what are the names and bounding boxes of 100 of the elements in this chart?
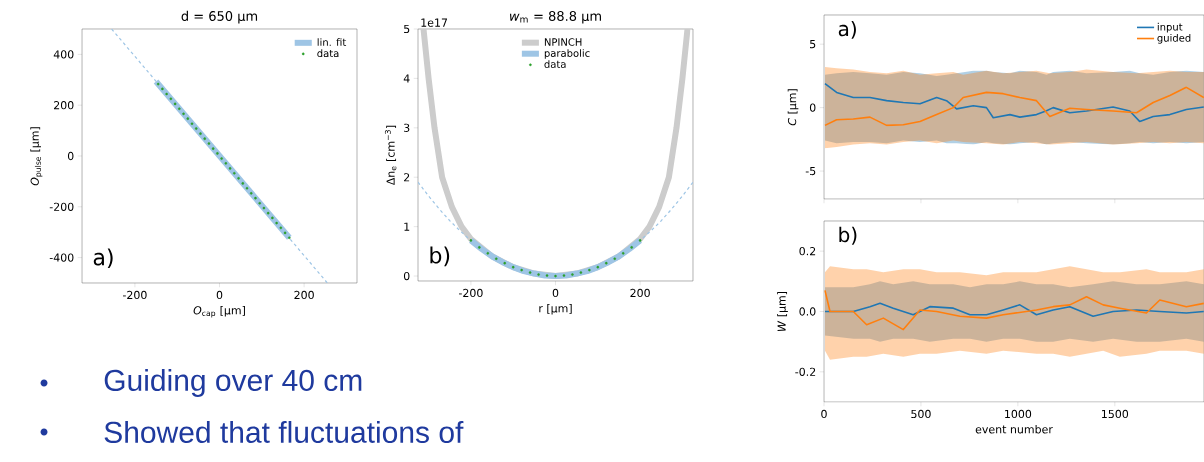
point (596, 265, 600, 269)
point (165, 92, 168, 96)
point (241, 182, 245, 185)
point (545, 274, 549, 277)
text: Showed that fluctuations of (104, 420, 464, 443)
y-tick-label: -400 (49, 253, 74, 262)
point (228, 167, 232, 170)
x-tick-label: 1000 (1005, 409, 1032, 419)
point (224, 162, 228, 165)
y-tick-label: 3 (404, 123, 410, 132)
chart-title: d = 650 µm (181, 10, 258, 24)
x-tick-label: 200 (294, 290, 314, 300)
y-tick-label: 0 (809, 103, 816, 112)
y-axis-title: O$_{pulse}$ [µm] (30, 127, 43, 186)
point (562, 274, 566, 277)
point (621, 252, 625, 255)
point (220, 157, 223, 160)
legend-label: NPINCH (544, 38, 582, 46)
point (275, 221, 278, 225)
point (190, 122, 194, 126)
text: Guiding over 40 cm (104, 369, 362, 397)
point (178, 107, 181, 111)
point (262, 206, 266, 210)
y-tick-label: 4 (403, 74, 410, 83)
y-tick-label: 400 (53, 50, 74, 59)
x-tick-label: -200 (458, 288, 483, 298)
x-axis-title: event number (975, 424, 1053, 434)
text: 1e17 (421, 18, 448, 27)
point (233, 171, 236, 175)
point (245, 186, 249, 190)
x-tick-label: 1500 (1102, 409, 1129, 419)
point (169, 97, 173, 101)
point (554, 274, 557, 278)
point (469, 239, 473, 242)
y-axis-title: C [µm] (787, 89, 799, 126)
x-tick-label: 0 (216, 290, 223, 300)
point (486, 252, 490, 255)
point (571, 273, 574, 276)
legend-label: parabolic (544, 49, 590, 59)
x-tick-label: -200 (122, 290, 147, 300)
y-tick-label: -5 (805, 166, 816, 176)
y-tick-label: 0.0 (799, 307, 816, 316)
point (520, 268, 523, 272)
y-tick-label: 2 (404, 173, 410, 182)
point (288, 236, 291, 240)
y-axis-title: Δn$_{e}$ [cm$^{−3}$] (384, 125, 397, 186)
x-tick-label: 500 (911, 409, 931, 419)
legend-label: lin. fit (317, 38, 347, 46)
x-tick-label: 0 (552, 288, 559, 298)
legend-label: data (544, 60, 566, 68)
point (528, 271, 532, 274)
legend-label: input (1157, 22, 1183, 33)
point (249, 192, 253, 195)
x-axis-title: r [µm] (539, 303, 572, 315)
point (638, 239, 642, 242)
point (266, 211, 270, 215)
y-tick-label: 0.2 (799, 247, 816, 256)
annotation: b) (839, 226, 857, 245)
point (182, 112, 185, 116)
y-tick-label: 0 (403, 271, 410, 281)
point (283, 231, 287, 235)
point (537, 273, 540, 276)
point (478, 246, 481, 249)
point (194, 127, 198, 130)
annotation: a) (838, 20, 856, 39)
point (271, 216, 274, 220)
legend-label: guided (1157, 33, 1191, 44)
y-tick-label: 5 (810, 40, 816, 49)
y-tick-label: 0 (67, 151, 74, 161)
y-tick-label: -200 (49, 202, 74, 211)
x-tick-label: 0 (821, 409, 827, 419)
point (588, 268, 591, 272)
line-series (824, 302, 1204, 318)
line-series (824, 289, 1204, 331)
chart-title: w$_{m}$ = 88.8 µm (510, 11, 601, 24)
y-tick-label: -0.2 (795, 367, 816, 376)
point (630, 246, 633, 249)
point (203, 137, 206, 141)
y-tick-label: 5 (404, 24, 410, 34)
point (199, 132, 202, 135)
point (511, 265, 515, 269)
point (279, 226, 283, 230)
point (211, 147, 215, 150)
x-axis-title: O$_{cap}$ [µm] (193, 305, 245, 318)
annotation: b) (430, 246, 450, 267)
point (161, 87, 164, 91)
point (156, 82, 160, 86)
point (186, 117, 190, 120)
y-tick-label: 1 (404, 222, 410, 231)
point (604, 261, 608, 265)
point (207, 142, 211, 145)
point (579, 271, 583, 274)
annotation: a) (93, 248, 113, 269)
point (613, 257, 617, 261)
point (258, 201, 261, 205)
x-tick-label: 200 (630, 288, 650, 298)
point (173, 102, 177, 106)
point (494, 257, 498, 261)
y-tick-label: 200 (54, 101, 74, 110)
point (503, 261, 507, 265)
